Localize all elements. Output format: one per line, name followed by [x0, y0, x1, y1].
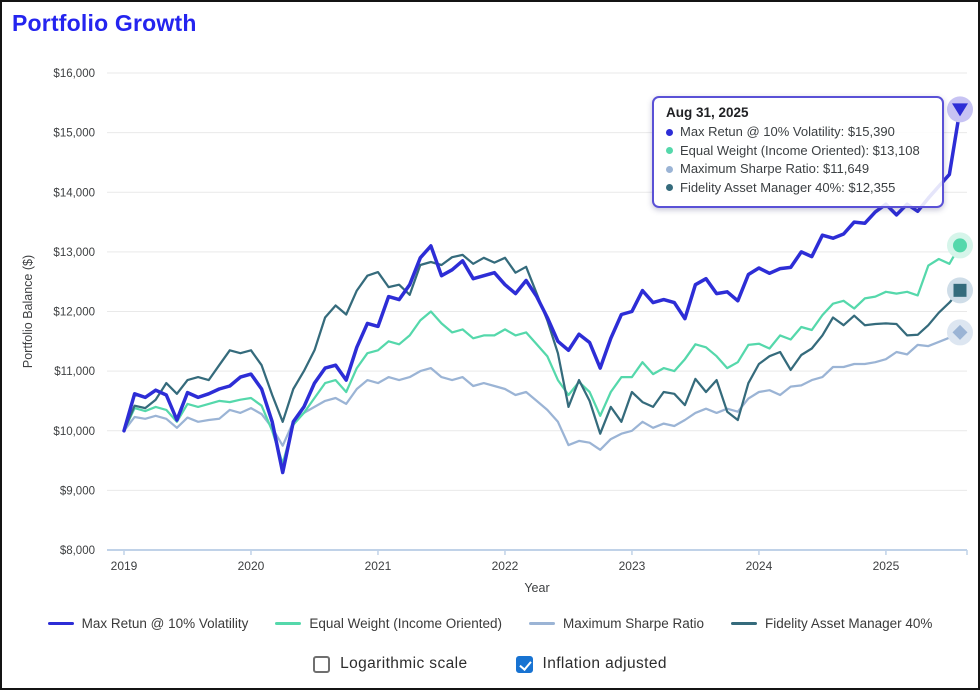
- legend-label: Max Retun @ 10% Volatility: [81, 616, 249, 631]
- legend-swatch: [731, 621, 758, 626]
- svg-text:$12,000: $12,000: [53, 307, 95, 319]
- legend-swatch: [47, 621, 74, 626]
- tooltip-series-dot: [666, 128, 673, 136]
- end-marker-0: [947, 96, 973, 123]
- svg-text:$11,000: $11,000: [54, 366, 95, 378]
- svg-text:$13,000: $13,000: [53, 247, 95, 259]
- legend-item-1[interactable]: Equal Weight (Income Oriented): [275, 616, 502, 631]
- tooltip-row-0: Max Retun @ 10% Volatility: $15,390: [666, 123, 930, 142]
- legend-swatch: [275, 621, 302, 626]
- portfolio-growth-chart[interactable]: $8,000 $9,000 $10,000 $11,000 $12,000 $13,000…: [2, 2, 980, 612]
- legend-label: Maximum Sharpe Ratio: [562, 616, 705, 631]
- tooltip-row-text: Max Retun @ 10% Volatility: $15,390: [680, 124, 895, 139]
- end-marker-3: [947, 277, 973, 304]
- inflation-adjusted-control[interactable]: Inflation adjusted: [515, 655, 667, 673]
- tooltip-row-text: Equal Weight (Income Oriented): $13,108: [680, 142, 920, 158]
- inflation-adjusted-label: Inflation adjusted: [542, 655, 667, 672]
- tooltip-date: Aug 31, 2025: [666, 105, 749, 120]
- tooltip-series-dot: [666, 184, 673, 192]
- end-marker-1: [947, 232, 973, 259]
- legend-item-0[interactable]: Max Retun @ 10% Volatility: [47, 616, 249, 631]
- series-line-1[interactable]: [122, 244, 962, 465]
- series-line-3[interactable]: [122, 253, 962, 435]
- end-marker-2: [947, 319, 973, 346]
- svg-text:2020: 2020: [238, 559, 265, 573]
- tooltip-rows: Max Retun @ 10% Volatility: $15,390 Equal…: [666, 123, 930, 197]
- legend-item-3[interactable]: Fidelity Asset Manager 40%: [731, 616, 932, 631]
- svg-text:$15,000: $15,000: [53, 128, 95, 140]
- x-axis: 2019 2020 2021 2022 2023 2024 2025 Year: [107, 549, 968, 595]
- svg-text:2025: 2025: [873, 559, 900, 573]
- logarithmic-scale-checkbox[interactable]: [313, 655, 331, 673]
- chart-controls: Logarithmic scale Inflation adjusted: [2, 655, 978, 673]
- y-axis-title: Portfolio Balance ($): [21, 255, 35, 368]
- svg-text:$16,000: $16,000: [53, 68, 95, 80]
- tooltip-series-dot: [666, 165, 673, 173]
- logarithmic-scale-label: Logarithmic scale: [340, 655, 468, 672]
- tooltip-row-3: Fidelity Asset Manager 40%: $12,355: [666, 179, 930, 198]
- series-line-2[interactable]: [122, 331, 962, 451]
- tooltip-row-text: Maximum Sharpe Ratio: $11,649: [680, 161, 870, 176]
- chart-legend: Max Retun @ 10% Volatility Equal Weight (…: [2, 616, 978, 631]
- svg-text:$8,000: $8,000: [60, 545, 95, 557]
- legend-item-2[interactable]: Maximum Sharpe Ratio: [528, 616, 705, 631]
- x-axis-title: Year: [524, 581, 549, 595]
- legend-label: Equal Weight (Income Oriented): [309, 616, 502, 631]
- legend-label: Fidelity Asset Manager 40%: [765, 616, 933, 631]
- page-title: Portfolio Growth: [12, 10, 197, 36]
- inflation-adjusted-checkbox[interactable]: [515, 655, 533, 673]
- tooltip-row-1: Equal Weight (Income Oriented): $13,108: [666, 142, 930, 161]
- tooltip-series-dot: [666, 147, 673, 155]
- svg-text:2023: 2023: [619, 559, 646, 573]
- svg-text:2024: 2024: [746, 559, 773, 573]
- svg-text:$10,000: $10,000: [53, 426, 95, 438]
- svg-text:$9,000: $9,000: [60, 485, 95, 497]
- logarithmic-scale-control[interactable]: Logarithmic scale: [313, 655, 467, 673]
- tooltip-row-2: Maximum Sharpe Ratio: $11,649: [666, 160, 930, 179]
- series-line-0[interactable]: [122, 107, 962, 475]
- svg-text:$14,000: $14,000: [53, 187, 95, 199]
- svg-text:2021: 2021: [365, 559, 392, 573]
- legend-swatch: [528, 621, 555, 626]
- tooltip-row-text: Fidelity Asset Manager 40%: $12,355: [680, 179, 896, 195]
- svg-text:2019: 2019: [111, 559, 138, 573]
- chart-tooltip: Aug 31, 2025 Max Retun @ 10% Volatility:…: [652, 96, 944, 208]
- svg-text:2022: 2022: [492, 559, 519, 573]
- y-axis-labels: $8,000 $9,000 $10,000 $11,000 $12,000 $13,000…: [53, 68, 95, 557]
